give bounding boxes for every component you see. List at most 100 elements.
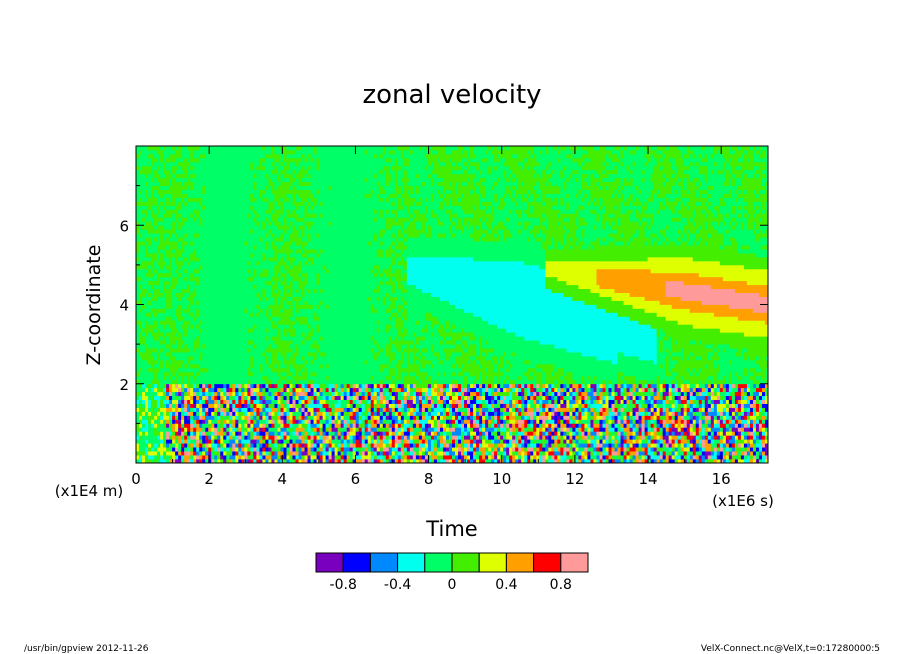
heatmap-cell — [148, 237, 152, 246]
heatmap-cell — [196, 233, 200, 238]
heatmap-cell — [427, 431, 432, 436]
heatmap-cell — [214, 383, 218, 393]
heatmap-cell — [394, 197, 399, 210]
heatmap-cell — [190, 328, 194, 357]
heatmap-cell — [539, 153, 543, 179]
heatmap-cell — [286, 375, 290, 381]
heatmap-cell — [482, 237, 486, 242]
heatmap-cell — [157, 252, 161, 262]
heatmap-cell — [286, 359, 290, 377]
heatmap-cell — [142, 407, 146, 412]
heatmap-cell — [346, 403, 351, 408]
heatmap-cell — [415, 320, 420, 325]
heatmap-cell — [301, 165, 305, 179]
heatmap-cell — [166, 447, 170, 452]
heatmap-cell — [439, 383, 444, 389]
heatmap-cell — [157, 391, 161, 397]
heatmap-cell — [370, 348, 375, 353]
heatmap-cell — [190, 280, 194, 294]
heatmap-cell — [473, 165, 477, 175]
heatmap-cell — [470, 403, 474, 408]
heatmap-cell — [289, 264, 293, 270]
heatmap-cell — [539, 431, 543, 436]
heatmap-cell — [503, 407, 507, 412]
heatmap-cell — [473, 340, 477, 345]
heatmap-cell — [151, 324, 155, 337]
heatmap-cell — [539, 241, 543, 270]
heatmap-cell — [421, 431, 426, 436]
heatmap-cell — [524, 264, 528, 341]
heatmap-cell — [479, 169, 483, 175]
heatmap-cell — [142, 415, 146, 420]
heatmap-cell — [397, 217, 402, 226]
heatmap-cell — [184, 399, 188, 404]
heatmap-cell — [169, 395, 173, 400]
heatmap-cell — [409, 391, 414, 397]
heatmap-cell — [142, 268, 146, 290]
heatmap-cell — [458, 356, 462, 369]
heatmap-cell — [415, 459, 420, 464]
heatmap-cell — [391, 252, 396, 258]
heatmap-cell — [551, 260, 555, 278]
heatmap-cell — [500, 423, 504, 428]
heatmap-cell — [545, 443, 549, 452]
heatmap-cell — [295, 157, 299, 167]
heatmap-cell — [355, 431, 360, 436]
heatmap-cell — [256, 455, 260, 460]
heatmap-cell — [265, 280, 269, 286]
heatmap-cell — [409, 237, 414, 258]
heatmap-cell — [205, 403, 209, 408]
heatmap-cell — [373, 391, 378, 397]
heatmap-cell — [151, 177, 155, 183]
heatmap-cell — [166, 233, 170, 238]
heatmap-cell — [313, 249, 317, 254]
heatmap-cell — [148, 399, 152, 408]
heatmap-cell — [181, 320, 185, 325]
heatmap-cell — [265, 391, 269, 397]
heatmap-cell — [136, 439, 140, 444]
heatmap-cell — [388, 324, 393, 329]
heatmap-cell — [340, 455, 345, 460]
heatmap-cell — [455, 352, 459, 357]
heatmap-cell — [142, 296, 146, 305]
heatmap-cell — [554, 455, 558, 460]
heatmap-cell — [241, 391, 245, 404]
heatmap-cell — [298, 387, 302, 393]
heatmap-cell — [415, 379, 420, 389]
heatmap-cell — [500, 443, 504, 448]
heatmap-cell — [262, 252, 266, 262]
heatmap-cell — [172, 241, 176, 250]
heatmap-cell — [142, 217, 146, 222]
heatmap-cell — [142, 209, 146, 214]
heatmap-cell — [193, 201, 197, 210]
heatmap-cell — [157, 447, 161, 452]
heatmap-cell — [388, 411, 393, 416]
heatmap-cell — [280, 367, 284, 373]
heatmap-cell — [491, 451, 495, 456]
heatmap-cell — [187, 356, 191, 365]
heatmap-cell — [238, 439, 242, 444]
heatmap-cell — [253, 455, 257, 460]
heatmap-cell — [436, 371, 441, 377]
heatmap-cell — [379, 379, 384, 385]
heatmap-cell — [295, 399, 299, 404]
heatmap-cell — [400, 387, 405, 393]
heatmap-cell — [452, 403, 456, 408]
heatmap-cell — [448, 407, 453, 412]
heatmap-cell — [337, 431, 342, 436]
heatmap-cell — [193, 161, 197, 175]
heatmap-cell — [415, 427, 420, 432]
heatmap-cell — [551, 363, 555, 373]
heatmap-cell — [151, 411, 155, 416]
heatmap-cell — [148, 260, 152, 266]
heatmap-cell — [163, 217, 167, 230]
heatmap-cell — [388, 383, 393, 389]
heatmap-cell — [400, 419, 405, 424]
heatmap-cell — [464, 352, 468, 373]
heatmap-cell — [250, 205, 254, 210]
heatmap-cell — [316, 447, 320, 452]
heatmap-cell — [391, 367, 396, 377]
heatmap-cell — [388, 161, 393, 175]
heatmap-cell — [310, 256, 314, 266]
heatmap-cell — [506, 379, 510, 385]
